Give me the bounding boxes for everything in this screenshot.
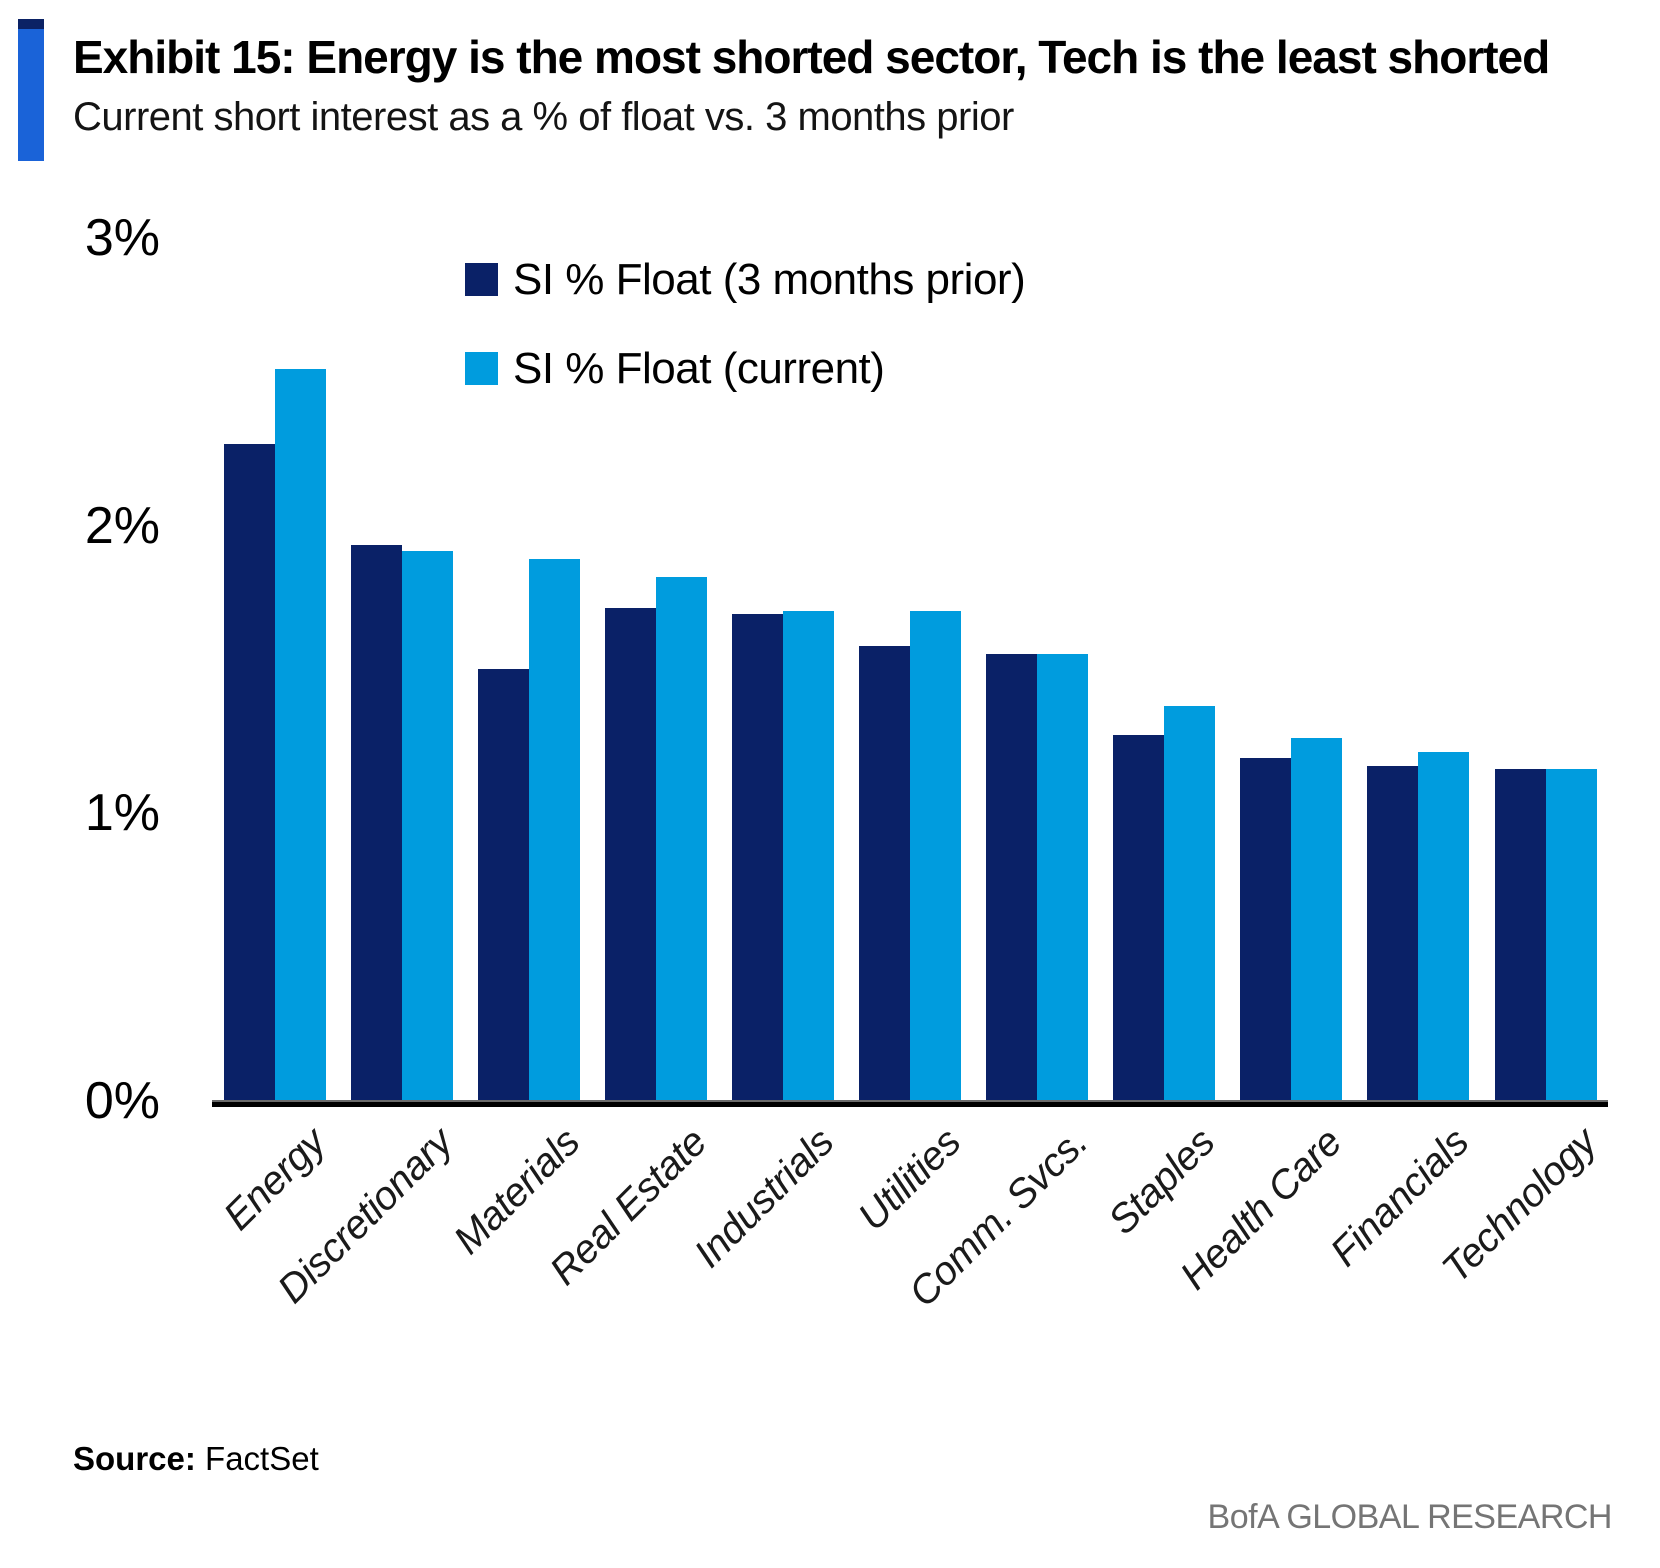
legend-item-prior: SI % Float (3 months prior)	[465, 255, 1026, 304]
legend-label-current: SI % Float (current)	[513, 343, 885, 393]
source-label: Source:	[73, 1440, 196, 1477]
bar-current-discretionary	[401, 550, 453, 1103]
bar-prior-discretionary	[350, 544, 402, 1103]
y-axis-tick-label-1: 1%	[84, 784, 160, 843]
bar-prior-staples	[1113, 734, 1165, 1103]
bar-prior-technology	[1494, 769, 1546, 1103]
bar-current-technology	[1545, 769, 1597, 1103]
bar-current-utilities	[910, 611, 961, 1103]
brand-note: BofA GLOBAL RESEARCH	[1207, 1498, 1613, 1536]
y-axis-tick-label-3: 3%	[84, 208, 160, 267]
bar-prior-utilities	[859, 645, 910, 1103]
y-axis-tick-label-2: 2%	[84, 496, 160, 555]
legend-item-current: SI % Float (current)	[465, 344, 1025, 393]
bar-current-energy	[274, 369, 326, 1103]
legend: SI % Float (3 months prior) SI % Float (c…	[465, 255, 1026, 441]
source-note: Source: FactSet	[73, 1440, 319, 1478]
bar-current-financials	[1418, 752, 1470, 1103]
bar-prior-materials	[477, 668, 529, 1103]
bar-current-industrials	[782, 611, 834, 1103]
bar-prior-financials	[1367, 766, 1419, 1103]
legend-swatch-current	[465, 352, 498, 385]
legend-swatch-prior	[465, 263, 498, 296]
bar-current-materials	[528, 559, 580, 1103]
bar-current-comm-svcs	[1037, 654, 1089, 1103]
exhibit-title: Exhibit 15: Energy is the most shorted s…	[73, 31, 1550, 83]
bar-prior-energy	[223, 444, 275, 1103]
bar-current-real-estate	[655, 576, 707, 1103]
legend-label-prior: SI % Float (3 months prior)	[513, 254, 1026, 304]
bar-prior-industrials	[731, 613, 783, 1103]
y-axis-tick-label-0: 0%	[84, 1072, 160, 1130]
bar-prior-health-care	[1240, 757, 1292, 1103]
bar-current-staples	[1164, 706, 1216, 1103]
bar-prior-comm-svcs	[986, 654, 1038, 1103]
bar-current-health-care	[1291, 737, 1343, 1103]
accent-bar	[18, 19, 44, 161]
x-axis-line	[212, 1100, 1608, 1107]
source-value: FactSet	[205, 1440, 319, 1477]
bar-prior-real-estate	[604, 608, 656, 1103]
exhibit-subtitle: Current short interest as a % of float v…	[73, 95, 1014, 139]
